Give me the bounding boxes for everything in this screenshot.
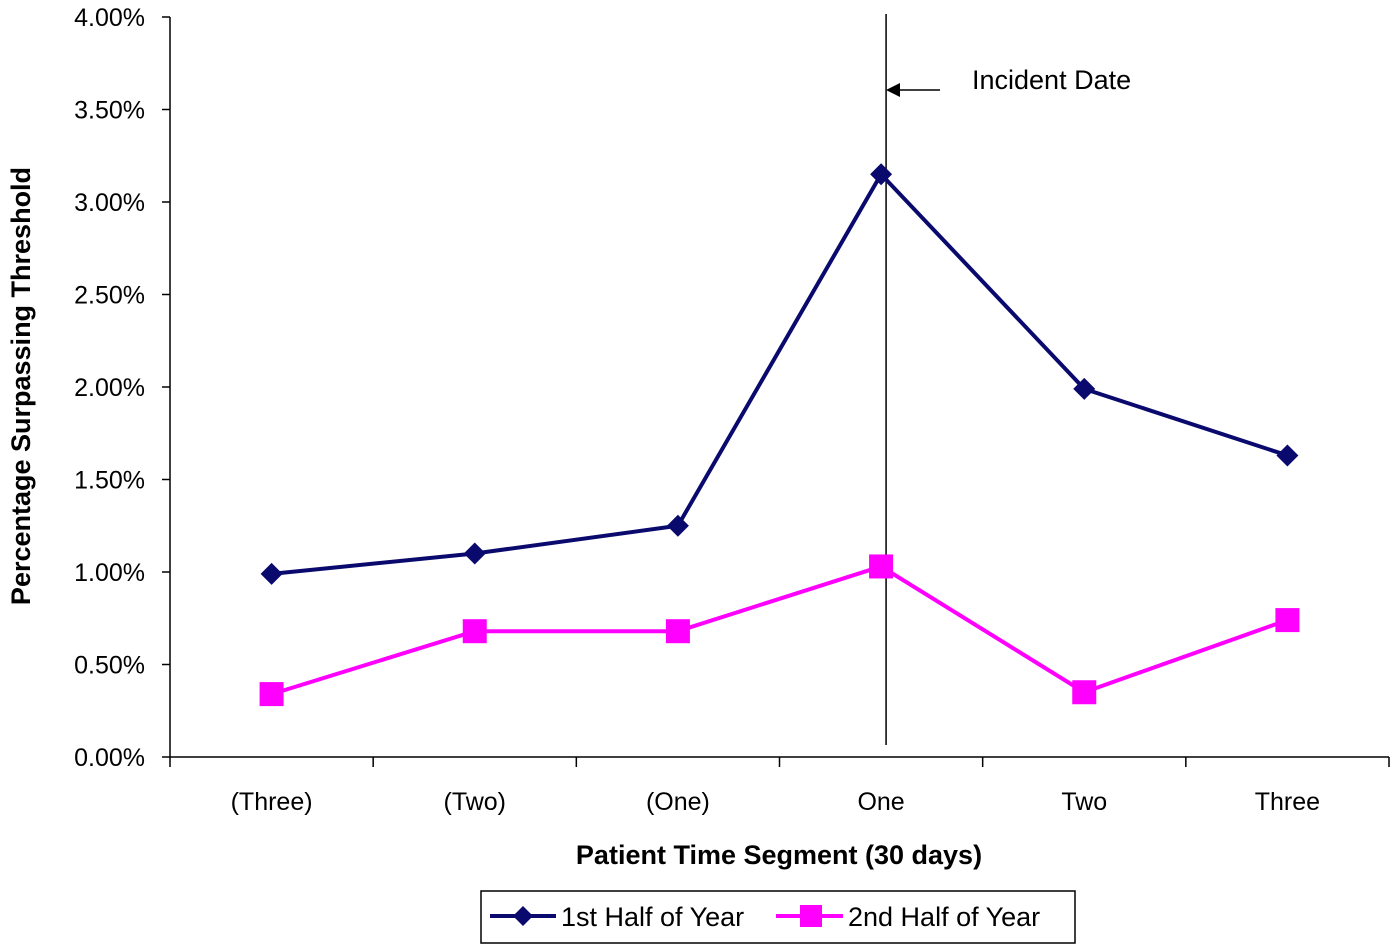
incident-date-label: Incident Date bbox=[972, 65, 1131, 95]
y-ticks: 0.00% 0.50% 1.00% 1.50% 2.00% 2.50% 3.00% 3.50%… bbox=[74, 4, 170, 772]
data-point-square bbox=[869, 554, 894, 579]
x-axis-title: Patient Time Segment (30 days) bbox=[576, 840, 982, 870]
x-ticks: (Three) (Two) (One) One Two Three bbox=[169, 757, 1390, 816]
x-tick-label: Three bbox=[1255, 788, 1320, 816]
y-tick-label: 0.00% bbox=[74, 744, 145, 772]
data-point-diamond bbox=[870, 163, 893, 186]
y-tick-label: 0.50% bbox=[74, 652, 145, 680]
data-point-diamond bbox=[666, 514, 689, 537]
y-axis-title: Percentage Surpassing Threshold bbox=[6, 167, 36, 605]
data-point-square bbox=[1275, 608, 1300, 633]
y-tick-label: 1.50% bbox=[74, 467, 145, 495]
data-point-square bbox=[1072, 680, 1097, 705]
y-tick-label: 3.50% bbox=[74, 97, 145, 125]
legend-label-1st-half: 1st Half of Year bbox=[561, 902, 744, 932]
axes bbox=[169, 17, 1389, 758]
data-point-diamond bbox=[1276, 444, 1299, 467]
legend-marker-square bbox=[800, 905, 822, 927]
series bbox=[259, 163, 1300, 707]
data-point-diamond bbox=[1073, 377, 1096, 400]
series-line bbox=[271, 172, 1289, 576]
x-tick-label: (Two) bbox=[444, 788, 507, 816]
data-point-square bbox=[462, 619, 487, 644]
y-tick-label: 4.00% bbox=[74, 4, 145, 32]
annotation-arrow-head bbox=[886, 83, 900, 97]
legend: 1st Half of Year 2nd Half of Year bbox=[480, 890, 1076, 944]
y-tick-label: 2.50% bbox=[74, 282, 145, 310]
legend-item-1st-half: 1st Half of Year bbox=[490, 902, 744, 932]
data-point-diamond bbox=[260, 562, 283, 585]
legend-marker-diamond bbox=[513, 906, 533, 926]
data-point-square bbox=[259, 682, 284, 707]
x-tick-label: Two bbox=[1061, 788, 1107, 816]
x-tick-label: One bbox=[857, 788, 904, 816]
x-tick-label: (One) bbox=[646, 788, 710, 816]
y-tick-label: 2.00% bbox=[74, 374, 145, 402]
legend-item-2nd-half: 2nd Half of Year bbox=[776, 902, 1040, 932]
incident-annotation: Incident Date bbox=[885, 14, 1131, 745]
data-point-square bbox=[665, 619, 690, 644]
x-tick-label: (Three) bbox=[231, 788, 313, 816]
y-tick-label: 1.00% bbox=[74, 559, 145, 587]
series-line bbox=[270, 564, 1289, 697]
y-tick-label: 3.00% bbox=[74, 189, 145, 217]
legend-label-2nd-half: 2nd Half of Year bbox=[848, 902, 1040, 932]
data-point-diamond bbox=[463, 542, 486, 565]
